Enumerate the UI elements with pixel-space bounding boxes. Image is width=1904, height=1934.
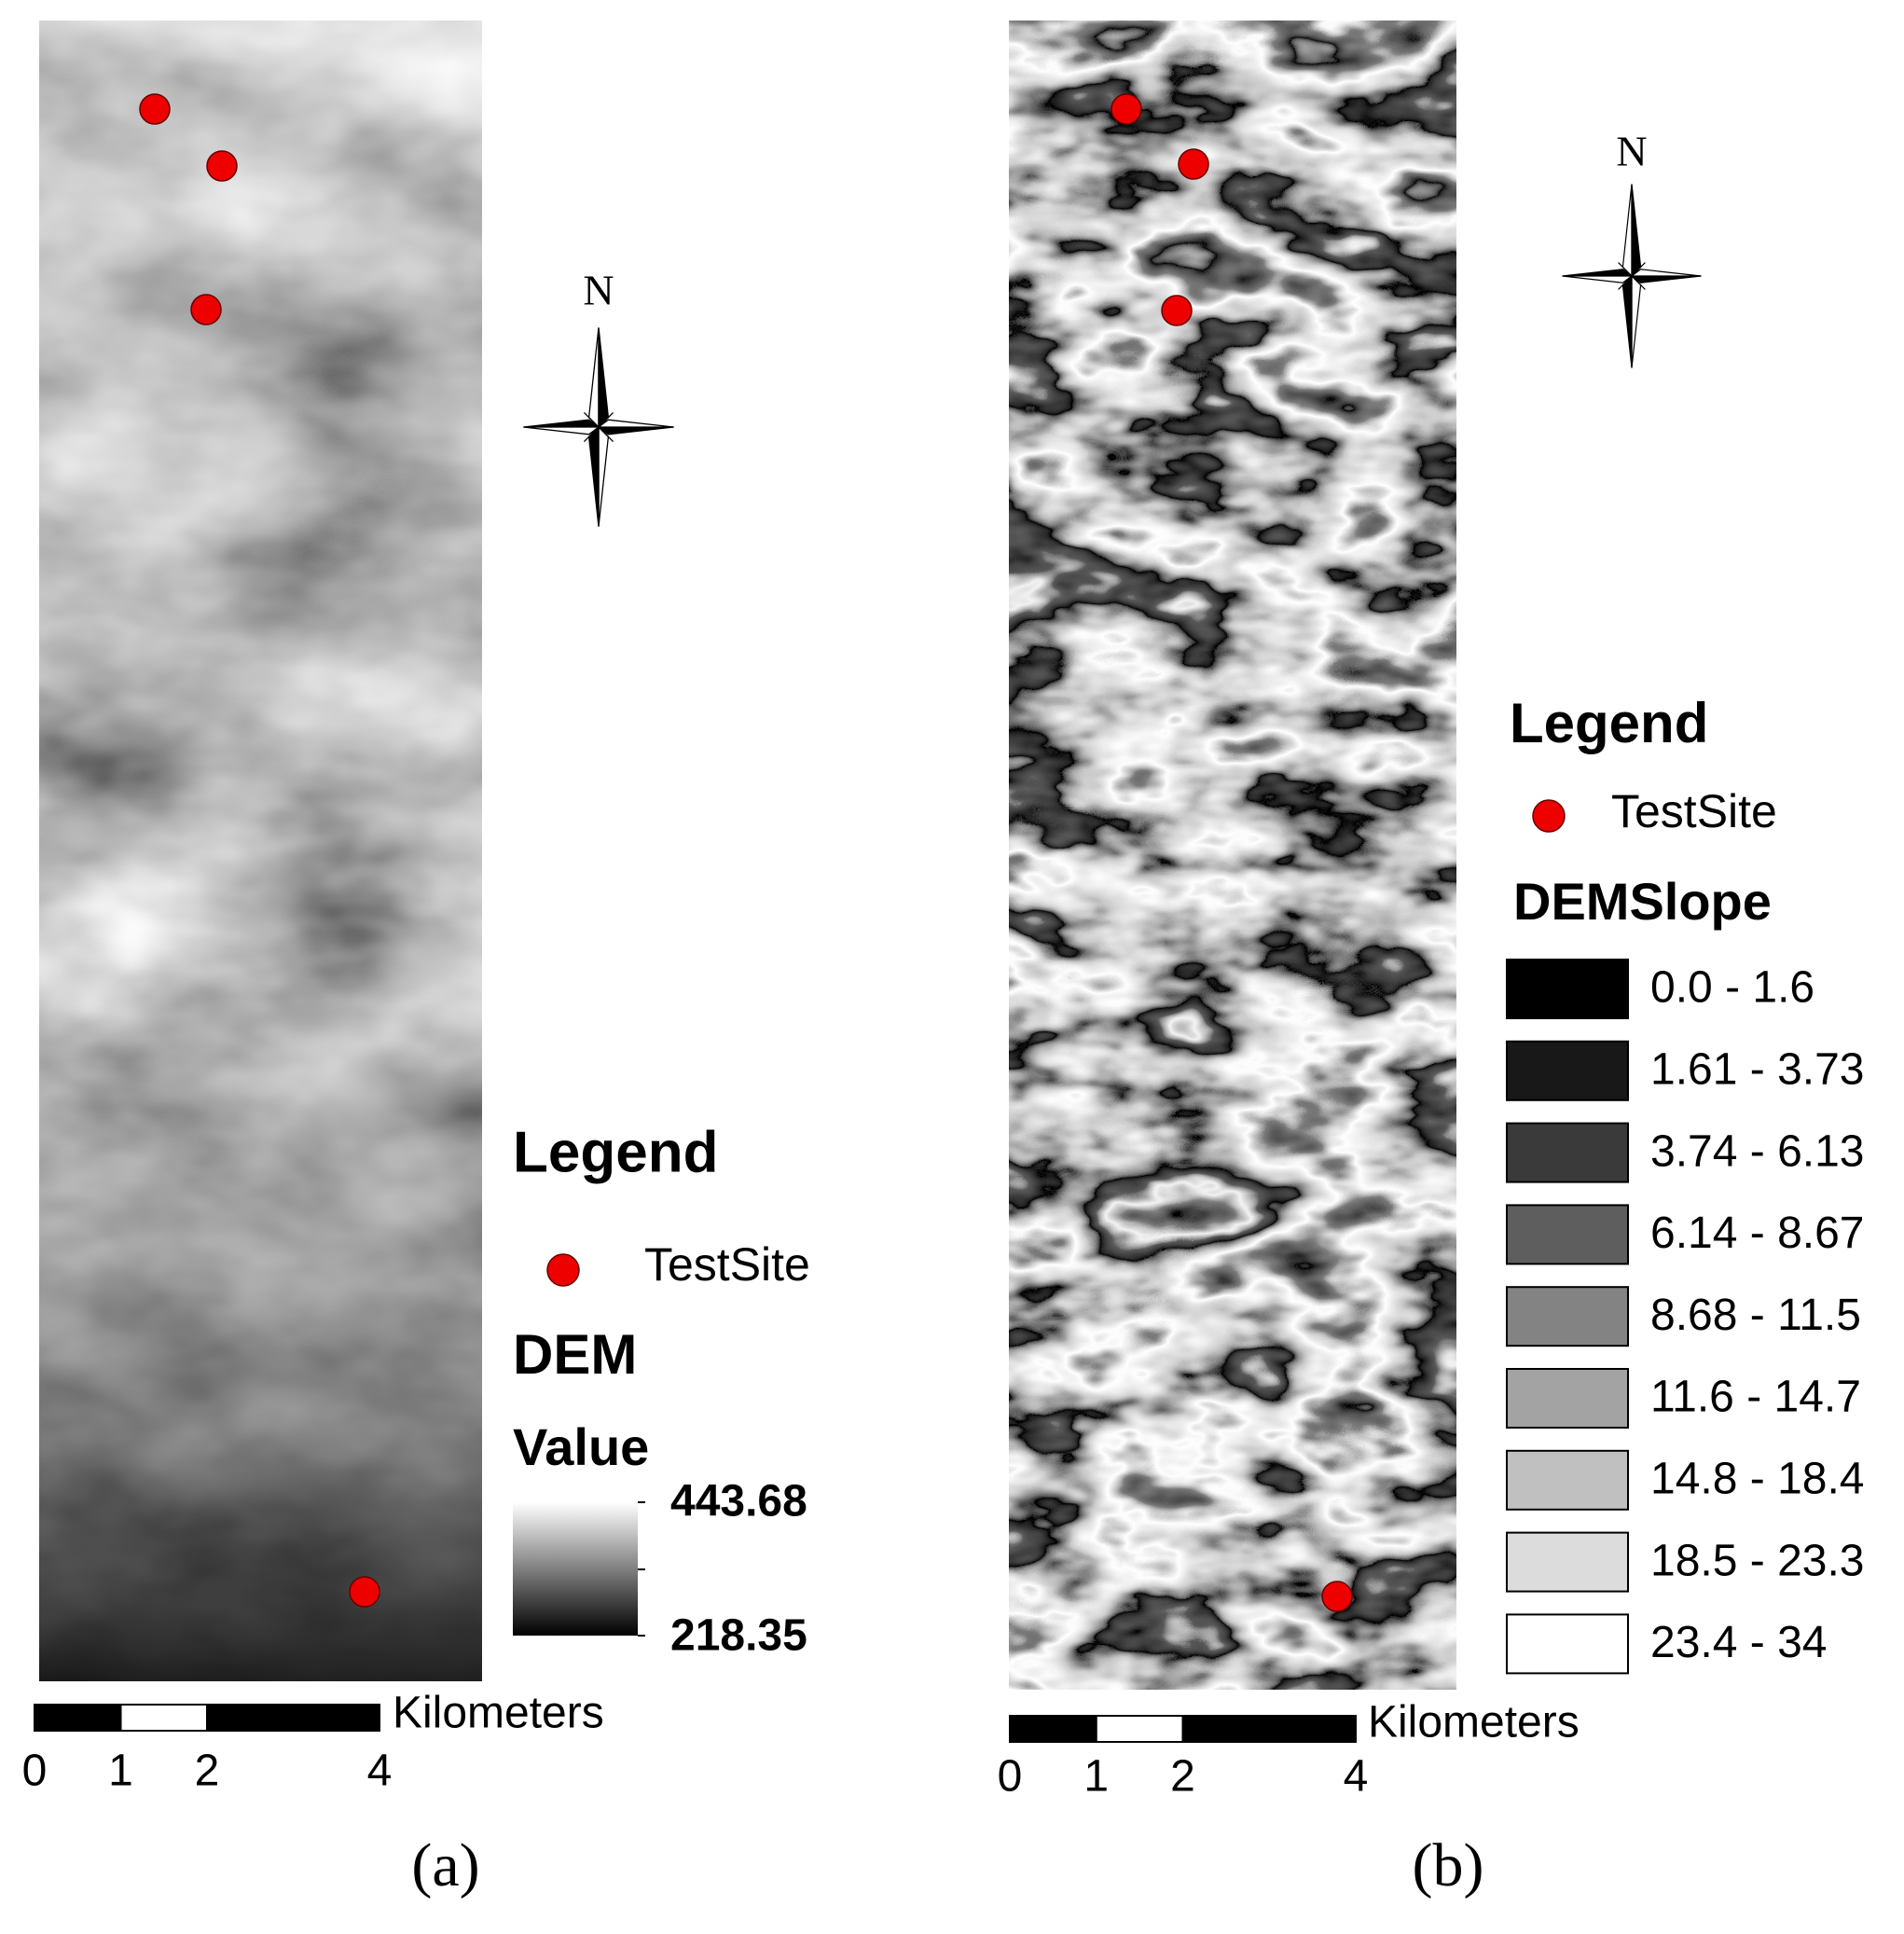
color-ramp	[513, 1502, 638, 1636]
test-sites	[1111, 93, 1353, 1612]
north-label: N	[1616, 128, 1647, 175]
test-site	[206, 150, 238, 182]
legend-site-symbol	[1532, 799, 1566, 833]
scale-segment	[119, 1704, 208, 1732]
class-swatch	[1506, 1204, 1629, 1265]
panel-label: (b)	[1413, 1831, 1484, 1899]
test-site	[190, 294, 222, 325]
scale-tick-label: 4	[1344, 1752, 1369, 1802]
class-swatch	[1506, 1368, 1629, 1429]
legend-site: TestSite	[1611, 785, 1777, 837]
class-label: 8.68 - 11.5	[1650, 1291, 1861, 1340]
class-label: 3.74 - 6.13	[1650, 1126, 1865, 1176]
class-label: 11.6 - 14.7	[1650, 1373, 1861, 1422]
scale-segment	[1009, 1715, 1097, 1743]
panel-label: (a)	[411, 1831, 479, 1899]
scale-segment	[1181, 1715, 1357, 1743]
scale-segment	[1095, 1715, 1184, 1743]
scale-tick-label: 1	[1083, 1752, 1109, 1802]
class-swatch	[1506, 959, 1629, 1019]
scale-tick-label: 2	[1170, 1752, 1195, 1802]
class-swatch	[1506, 1613, 1629, 1675]
legend-classes: 0.0 - 1.6 1.61 - 3.73 3.74 - 6.13 6.14 - 8.…	[1506, 959, 1865, 1675]
scale-tick-label: 1	[108, 1747, 133, 1796]
class-swatch	[1506, 1531, 1629, 1593]
class-label: 14.8 - 18.4	[1650, 1454, 1865, 1503]
class-swatch	[1506, 1122, 1629, 1183]
test-site	[349, 1576, 380, 1608]
class-label: 18.5 - 23.3	[1650, 1536, 1865, 1585]
class-label: 6.14 - 8.67	[1650, 1209, 1865, 1258]
class-label: 23.4 - 34	[1650, 1618, 1827, 1667]
class-label: 0.0 - 1.6	[1650, 963, 1814, 1013]
test-sites	[139, 93, 380, 1608]
test-site	[1161, 295, 1193, 326]
scale-segment	[206, 1704, 380, 1732]
scale-tick-label: 0	[998, 1752, 1023, 1802]
north-label: N	[583, 267, 614, 314]
legend-title: Legend	[513, 1120, 718, 1184]
legend-layer: DEMSlope	[1513, 872, 1772, 931]
class-label: 1.61 - 3.73	[1650, 1044, 1865, 1094]
slope-raster	[1009, 21, 1456, 1690]
ramp-low: 218.35	[670, 1611, 807, 1661]
north-arrow	[523, 327, 674, 527]
test-site	[1178, 148, 1209, 180]
class-swatch	[1506, 1040, 1629, 1101]
test-site	[1321, 1581, 1353, 1612]
class-swatch	[1506, 1286, 1629, 1347]
dem-shade	[39, 21, 482, 1681]
north-arrow	[1562, 184, 1702, 368]
scale-tick-label: 4	[367, 1747, 393, 1796]
scale-tick-label: 0	[22, 1747, 48, 1796]
test-site	[139, 93, 171, 125]
legend-field: Value	[513, 1417, 649, 1476]
ramp-ticks	[638, 1501, 645, 1637]
scale-segment	[34, 1704, 122, 1732]
legend-title: Legend	[1510, 692, 1708, 754]
ramp-high: 443.68	[670, 1477, 807, 1526]
legend-site-symbol	[546, 1253, 580, 1287]
scale-tick-label: 2	[195, 1747, 220, 1796]
legend-layer: DEM	[513, 1323, 637, 1386]
test-site	[1111, 93, 1142, 125]
legend-site: TestSite	[644, 1238, 810, 1291]
scale-unit: Kilometers	[393, 1689, 604, 1738]
class-swatch	[1506, 1449, 1629, 1511]
scale-unit: Kilometers	[1368, 1698, 1580, 1748]
